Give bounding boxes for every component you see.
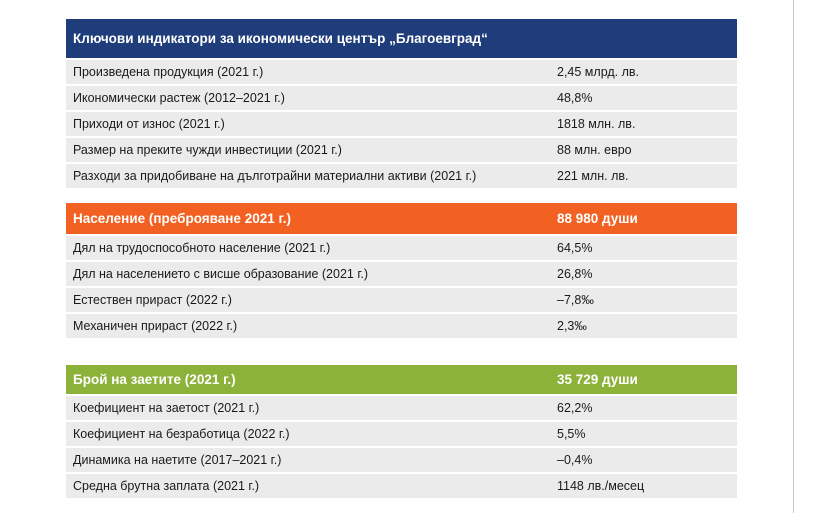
employment-table-title: Брой на заетите (2021 г.) bbox=[73, 372, 236, 387]
row-value: 62,2% bbox=[557, 401, 593, 415]
table-row: Дял на населението с висше образование (… bbox=[66, 260, 737, 286]
row-value: 1148 лв./месец bbox=[557, 479, 645, 493]
row-label: Коефициент на заетост (2021 г.) bbox=[73, 401, 260, 415]
table-row: Икономически растеж (2012–2021 г.) 48,8% bbox=[66, 84, 737, 110]
table-row: Механичен прираст (2022 г.) 2,3‰ bbox=[66, 312, 737, 338]
table-row: Приходи от износ (2021 г.) 1818 млн. лв. bbox=[66, 110, 737, 136]
row-value: 1818 млн. лв. bbox=[557, 117, 636, 131]
row-label: Средна брутна заплата (2021 г.) bbox=[73, 479, 260, 493]
row-label: Естествен прираст (2022 г.) bbox=[73, 293, 232, 307]
row-label: Динамика на наетите (2017–2021 г.) bbox=[73, 453, 282, 467]
row-value: 88 млн. евро bbox=[557, 143, 632, 157]
row-value: 2,3‰ bbox=[557, 319, 587, 333]
table-row: Дял на трудоспособното население (2021 г… bbox=[66, 234, 737, 260]
row-value: 26,8% bbox=[557, 267, 593, 281]
row-value: 221 млн. лв. bbox=[557, 169, 629, 183]
row-value: 5,5% bbox=[557, 427, 586, 441]
table-row: Коефициент на безработица (2022 г.) 5,5% bbox=[66, 420, 737, 446]
employment-total-value: 35 729 души bbox=[557, 372, 638, 387]
economy-indicators-table: Ключови индикатори за икономически центъ… bbox=[66, 19, 737, 188]
page-edge-rule bbox=[793, 0, 794, 513]
row-label: Коефициент на безработица (2022 г.) bbox=[73, 427, 290, 441]
row-label: Дял на трудоспособното население (2021 г… bbox=[73, 241, 331, 255]
population-table: Население (преброяване 2021 г.) 88 980 д… bbox=[66, 203, 737, 338]
table-row: Размер на преките чужди инвестиции (2021… bbox=[66, 136, 737, 162]
employment-table-header: Брой на заетите (2021 г.) 35 729 души bbox=[66, 365, 737, 394]
row-label: Икономически растеж (2012–2021 г.) bbox=[73, 91, 285, 105]
row-label: Дял на населението с висше образование (… bbox=[73, 267, 368, 281]
population-total-value: 88 980 души bbox=[557, 211, 638, 226]
economy-table-title: Ключови индикатори за икономически центъ… bbox=[73, 31, 488, 46]
economy-table-header: Ключови индикатори за икономически центъ… bbox=[66, 19, 737, 58]
table-row: Коефициент на заетост (2021 г.) 62,2% bbox=[66, 394, 737, 420]
population-table-header: Население (преброяване 2021 г.) 88 980 д… bbox=[66, 203, 737, 234]
row-value: –0,4% bbox=[557, 453, 593, 467]
row-label: Механичен прираст (2022 г.) bbox=[73, 319, 238, 333]
table-row: Разходи за придобиване на дълготрайни ма… bbox=[66, 162, 737, 188]
row-value: 64,5% bbox=[557, 241, 593, 255]
table-row: Естествен прираст (2022 г.) –7,8‰ bbox=[66, 286, 737, 312]
row-label: Размер на преките чужди инвестиции (2021… bbox=[73, 143, 342, 157]
row-value: 48,8% bbox=[557, 91, 593, 105]
row-label: Приходи от износ (2021 г.) bbox=[73, 117, 225, 131]
row-label: Произведена продукция (2021 г.) bbox=[73, 65, 264, 79]
table-row: Средна брутна заплата (2021 г.) 1148 лв.… bbox=[66, 472, 737, 498]
table-row: Динамика на наетите (2017–2021 г.) –0,4% bbox=[66, 446, 737, 472]
table-row: Произведена продукция (2021 г.) 2,45 млр… bbox=[66, 58, 737, 84]
employment-table: Брой на заетите (2021 г.) 35 729 души Ко… bbox=[66, 365, 737, 498]
row-value: 2,45 млрд. лв. bbox=[557, 65, 640, 79]
population-table-title: Население (преброяване 2021 г.) bbox=[73, 211, 291, 226]
row-label: Разходи за придобиване на дълготрайни ма… bbox=[73, 169, 477, 183]
row-value: –7,8‰ bbox=[557, 293, 594, 307]
